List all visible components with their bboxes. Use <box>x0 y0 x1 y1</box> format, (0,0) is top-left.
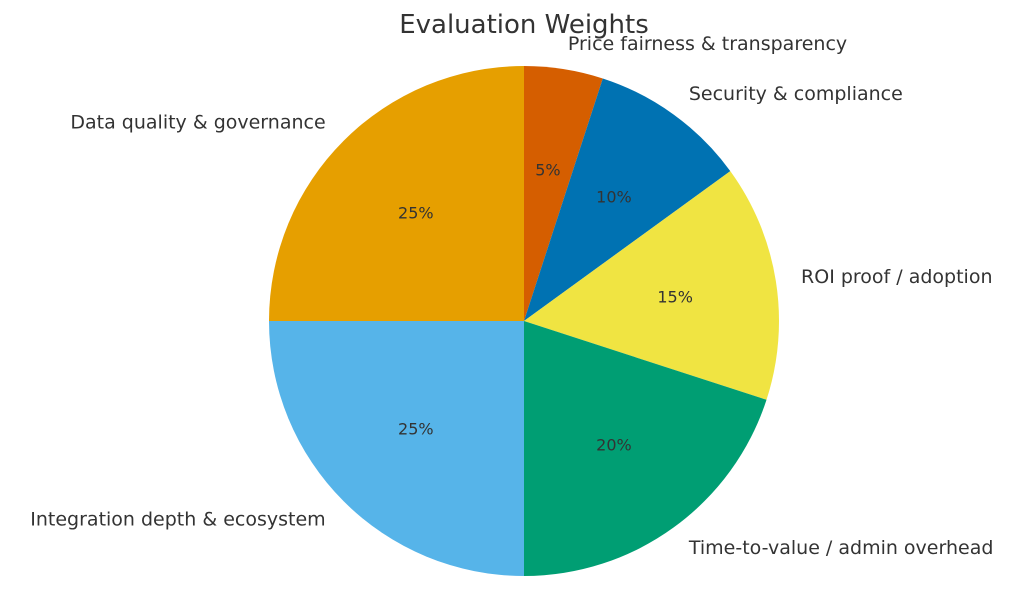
slice-label-3: Time-to-value / admin overhead <box>688 537 994 559</box>
slice-pct-label-2: 15% <box>657 288 693 307</box>
chart-title: Evaluation Weights <box>399 10 649 40</box>
pie-slice-5 <box>269 66 524 321</box>
slice-pct-label-1: 10% <box>596 188 632 207</box>
slice-label-4: Integration depth & ecosystem <box>30 508 325 530</box>
slice-pct-label-0: 5% <box>535 160 560 179</box>
slice-pct-label-3: 20% <box>596 435 632 454</box>
slice-label-2: ROI proof / adoption <box>801 266 992 288</box>
pie-slice-2 <box>524 171 780 400</box>
pie-slice-1 <box>524 78 731 321</box>
slice-label-5: Data quality & governance <box>70 112 325 134</box>
slice-pct-label-4: 25% <box>398 420 434 439</box>
slice-pct-label-5: 25% <box>398 203 434 222</box>
slices-layer <box>269 66 780 576</box>
slice-label-0: Price fairness & transparency <box>568 33 847 55</box>
pie-slice-3 <box>524 321 767 576</box>
pie-slice-0 <box>524 66 603 321</box>
pie-slice-4 <box>269 321 524 576</box>
slice-label-1: Security & compliance <box>689 83 903 105</box>
labels-layer: 5% Price fairness & transparency 10% Securi… <box>30 33 993 559</box>
